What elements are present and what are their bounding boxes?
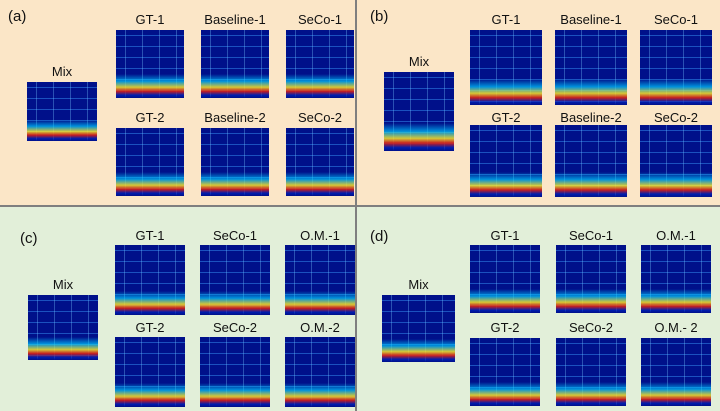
image-title: SeCo-2 bbox=[275, 110, 365, 125]
image-title: SeCo-1 bbox=[275, 12, 365, 27]
spectrogram bbox=[384, 72, 454, 151]
panel-label: (c) bbox=[20, 230, 38, 247]
spectrogram bbox=[470, 125, 542, 197]
image-title: SeCo-2 bbox=[190, 320, 280, 335]
spectrogram bbox=[116, 30, 184, 98]
image-title: SeCo-1 bbox=[546, 228, 636, 243]
image-title: Baseline-1 bbox=[190, 12, 280, 27]
spectrogram bbox=[556, 245, 626, 313]
spectrogram bbox=[470, 30, 542, 105]
spectrogram bbox=[555, 125, 627, 197]
spectrogram bbox=[115, 245, 185, 315]
image-title: O.M.-1 bbox=[631, 228, 720, 243]
spectrogram bbox=[555, 30, 627, 105]
spectrogram bbox=[641, 245, 711, 313]
panel-label: (d) bbox=[370, 228, 388, 245]
image-title: GT-1 bbox=[105, 12, 195, 27]
spectrogram bbox=[382, 295, 455, 362]
image-title: SeCo-2 bbox=[631, 110, 720, 125]
spectrogram bbox=[640, 125, 712, 197]
panel-label: (b) bbox=[370, 8, 388, 25]
spectrogram bbox=[641, 338, 711, 406]
spectrogram bbox=[285, 245, 355, 315]
image-title: SeCo-1 bbox=[631, 12, 720, 27]
spectrogram bbox=[470, 338, 540, 406]
spectrogram bbox=[200, 245, 270, 315]
spectrogram bbox=[640, 30, 712, 105]
mix-title: Mix bbox=[374, 277, 464, 292]
spectrogram bbox=[28, 295, 98, 360]
image-title: GT-2 bbox=[105, 110, 195, 125]
mix-title: Mix bbox=[18, 277, 108, 292]
image-title: GT-1 bbox=[460, 228, 550, 243]
image-title: Baseline-2 bbox=[190, 110, 280, 125]
spectrogram bbox=[27, 82, 97, 141]
image-title: SeCo-2 bbox=[546, 320, 636, 335]
spectrogram bbox=[470, 245, 540, 313]
spectrogram bbox=[200, 337, 270, 407]
image-title: O.M.-2 bbox=[275, 320, 365, 335]
mix-title: Mix bbox=[374, 54, 464, 69]
spectrogram bbox=[556, 338, 626, 406]
image-title: O.M.-1 bbox=[275, 228, 365, 243]
image-title: SeCo-1 bbox=[190, 228, 280, 243]
image-title: GT-2 bbox=[105, 320, 195, 335]
spectrogram bbox=[286, 30, 354, 98]
image-title: Baseline-2 bbox=[546, 110, 636, 125]
image-title: GT-2 bbox=[460, 320, 550, 335]
spectrogram bbox=[201, 30, 269, 98]
spectrogram bbox=[115, 337, 185, 407]
image-title: O.M.- 2 bbox=[631, 320, 720, 335]
image-title: GT-1 bbox=[461, 12, 551, 27]
spectrogram bbox=[116, 128, 184, 196]
spectrogram bbox=[201, 128, 269, 196]
figure: (() => { const data = JSON.parse(documen… bbox=[0, 0, 720, 411]
image-title: Baseline-1 bbox=[546, 12, 636, 27]
mix-title: Mix bbox=[17, 64, 107, 79]
panel-label: (a) bbox=[8, 8, 26, 25]
image-title: GT-1 bbox=[105, 228, 195, 243]
spectrogram bbox=[286, 128, 354, 196]
spectrogram bbox=[285, 337, 355, 407]
image-title: GT-2 bbox=[461, 110, 551, 125]
